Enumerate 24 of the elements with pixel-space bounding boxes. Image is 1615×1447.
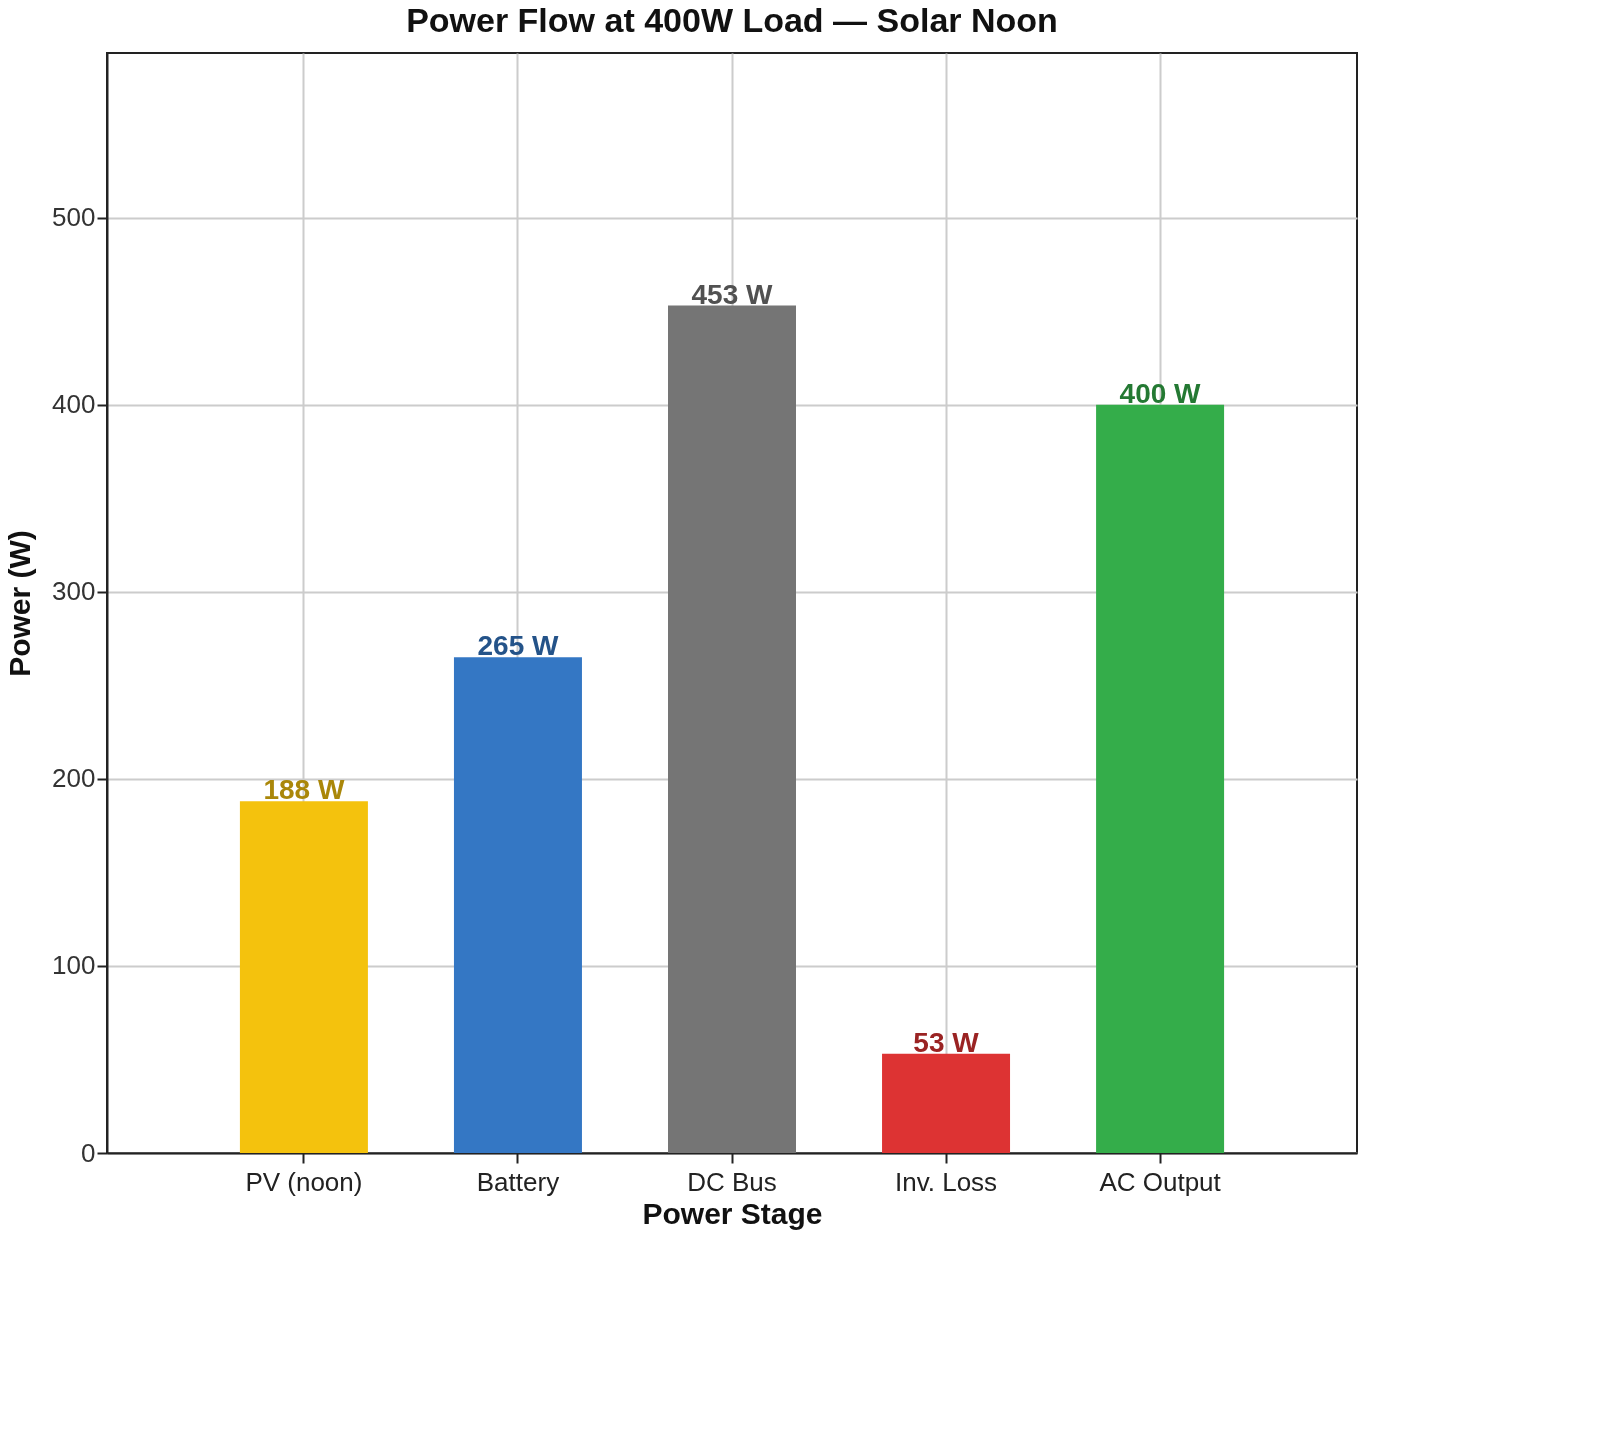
- x-tick-label: AC Output: [1099, 1166, 1222, 1197]
- chart-title: Power Flow at 400W Load — Solar Noon: [406, 1, 1058, 39]
- y-tick-label: 200: [52, 763, 96, 794]
- data-label: 400 W: [1119, 377, 1202, 409]
- bar: [882, 1053, 1011, 1153]
- y-axis-title: Power (W): [3, 530, 37, 677]
- data-label: 453 W: [691, 278, 774, 310]
- y-tick-label: 400: [52, 389, 96, 420]
- data-label: 265 W: [477, 630, 559, 662]
- data-label: 188 W: [263, 774, 345, 806]
- y-tick-label: 500: [52, 202, 96, 233]
- data-label: 53 W: [913, 1026, 980, 1058]
- x-tick-label: DC Bus: [687, 1166, 777, 1197]
- x-axis-title: Power Stage: [642, 1196, 823, 1230]
- bar: [1096, 404, 1225, 1153]
- bar: [239, 801, 368, 1153]
- x-tick-label: Battery: [476, 1166, 560, 1197]
- bar: [668, 305, 796, 1153]
- y-tick-label: 300: [52, 576, 96, 607]
- y-tick-label: 0: [81, 1137, 96, 1168]
- bar: [453, 657, 582, 1153]
- y-tick-label: 100: [52, 950, 96, 981]
- x-tick-label: Inv. Loss: [894, 1166, 998, 1197]
- x-tick-label: PV (noon): [245, 1166, 363, 1197]
